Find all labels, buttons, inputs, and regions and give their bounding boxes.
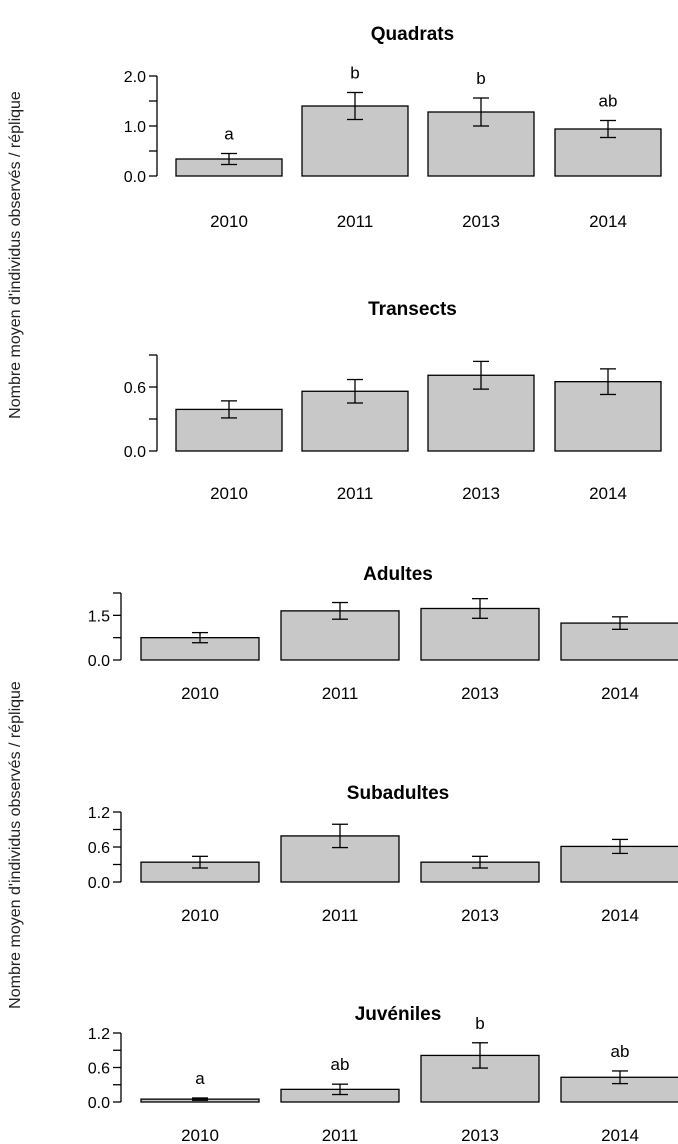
chart-panel-2: Transects 0.0 0.6 2010 2011 2013 2014 [124, 299, 662, 503]
significance-label: a [195, 1069, 205, 1088]
chart-panel-1: Quadrats 0.0 1.0 2.0 a 2010 b 2011 b 2013 ab 2014 [124, 24, 662, 231]
category-label: 2013 [462, 484, 500, 503]
y-tick-label: 0.0 [124, 444, 146, 461]
chart-panel-4: Subadultes 0.0 0.6 1.2 2010 2011 2013 2014 [88, 783, 678, 925]
category-label: 2014 [601, 1126, 639, 1144]
category-label: 2014 [589, 484, 627, 503]
chart-panel-5: Juvéniles 0.0 0.6 1.2 a 2010 ab 2011 b 2013 ab 2014 [88, 1004, 678, 1144]
category-label: 2013 [462, 212, 500, 231]
significance-label: b [350, 64, 359, 83]
significance-label: ab [611, 1042, 630, 1061]
y-tick-label: 0.0 [88, 1095, 110, 1112]
y-axis-label-bottom: Nombre moyen d'individus observés / répl… [7, 681, 24, 1009]
category-label: 2010 [181, 906, 219, 925]
category-label: 2010 [181, 684, 219, 703]
category-label: 2014 [601, 906, 639, 925]
category-label: 2011 [337, 212, 374, 231]
category-label: 2011 [322, 1126, 359, 1144]
y-tick-label: 2.0 [124, 69, 146, 86]
category-label: 2011 [337, 484, 374, 503]
y-tick-label: 1.5 [88, 608, 110, 625]
y-tick-label: 1.2 [88, 805, 110, 822]
y-tick-label: 0.0 [124, 169, 146, 186]
chart-title: Quadrats [371, 24, 454, 45]
category-label: 2011 [322, 684, 359, 703]
category-label: 2013 [461, 684, 499, 703]
category-label: 2010 [181, 1126, 219, 1144]
chart-title: Transects [368, 299, 457, 320]
category-label: 2011 [322, 906, 359, 925]
category-label: 2013 [461, 1126, 499, 1144]
y-tick-label: 1.2 [88, 1026, 110, 1043]
chart-title: Juvéniles [355, 1004, 442, 1025]
category-label: 2010 [210, 484, 248, 503]
significance-label: a [224, 125, 234, 144]
y-tick-label: 0.6 [124, 380, 146, 397]
y-tick-label: 1.0 [124, 119, 146, 136]
significance-label: ab [599, 92, 618, 111]
category-label: 2010 [210, 212, 248, 231]
y-tick-label: 0.0 [88, 653, 110, 670]
significance-label: ab [331, 1055, 350, 1074]
chart-title: Adultes [363, 564, 433, 585]
significance-label: b [476, 69, 485, 88]
category-label: 2014 [589, 212, 627, 231]
category-label: 2013 [461, 906, 499, 925]
y-tick-label: 0.6 [88, 1061, 110, 1078]
y-tick-label: 0.0 [88, 875, 110, 892]
bar [554, 381, 662, 452]
chart-panel-3: Adultes 0.0 1.5 2010 2011 2013 2014 [88, 564, 678, 703]
y-axis-label-top: Nombre moyen d'individus observés / répl… [7, 91, 24, 419]
y-tick-label: 0.6 [88, 840, 110, 857]
chart-title: Subadultes [347, 783, 449, 804]
significance-label: b [475, 1014, 484, 1033]
category-label: 2014 [601, 684, 639, 703]
